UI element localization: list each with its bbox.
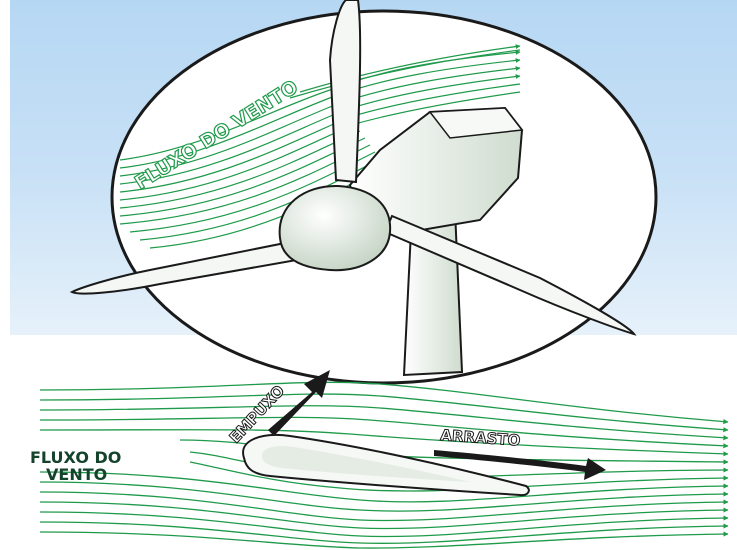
drag-label: ARRASTO: [440, 426, 521, 450]
turbine-blade-top: [328, 0, 362, 184]
lift-arrow: [268, 370, 330, 436]
turbine-blade-right: [383, 214, 637, 336]
wind-flow-left-label-line1: FLUXO DO: [30, 448, 121, 467]
wind-flow-left-label-line2: VENTO: [46, 465, 107, 484]
drag-arrow: [434, 450, 606, 480]
airfoil-wind-flow-lines: [39, 381, 729, 549]
turbine-blade-left: [69, 238, 310, 295]
turbine-hub: [278, 184, 392, 272]
